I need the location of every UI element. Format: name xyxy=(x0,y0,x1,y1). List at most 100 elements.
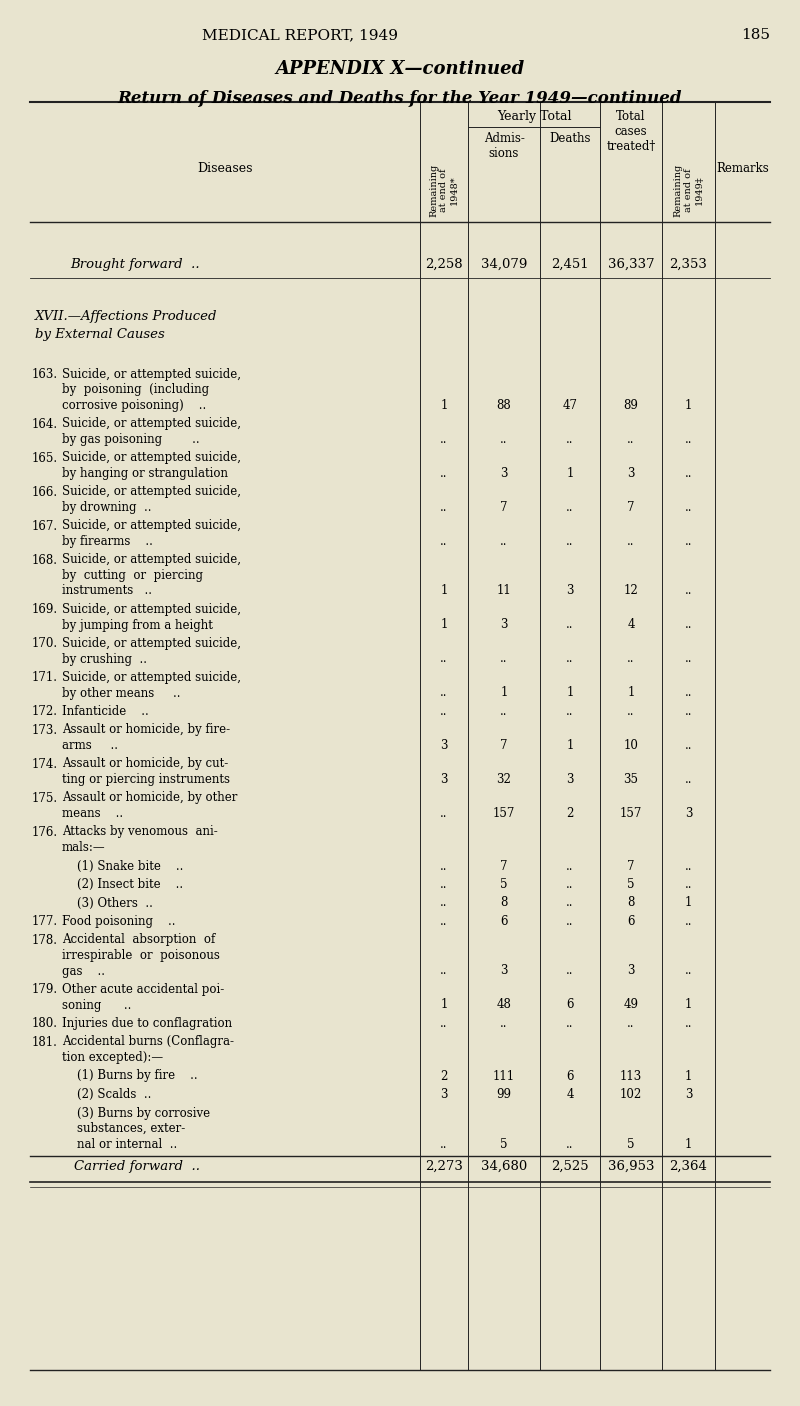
Text: ..: .. xyxy=(500,652,508,665)
Text: 169.: 169. xyxy=(32,603,58,616)
Text: arms     ..: arms .. xyxy=(62,740,118,752)
Text: 1: 1 xyxy=(440,998,448,1011)
Text: Food poisoning    ..: Food poisoning .. xyxy=(62,915,175,928)
Text: ..: .. xyxy=(440,897,448,910)
Text: by gas poisoning        ..: by gas poisoning .. xyxy=(62,433,200,446)
Text: XVII.—Affections Produced: XVII.—Affections Produced xyxy=(35,309,218,323)
Text: ..: .. xyxy=(440,536,448,548)
Text: 32: 32 xyxy=(497,773,511,786)
Text: Attacks by venomous  ani-: Attacks by venomous ani- xyxy=(62,825,218,838)
Text: Infanticide    ..: Infanticide .. xyxy=(62,704,149,718)
Text: Accidental  absorption  of: Accidental absorption of xyxy=(62,934,215,946)
Text: ..: .. xyxy=(685,467,692,479)
Text: Injuries due to conflagration: Injuries due to conflagration xyxy=(62,1017,232,1031)
Text: 1: 1 xyxy=(500,686,508,700)
Text: ..: .. xyxy=(566,877,574,891)
Text: 7: 7 xyxy=(627,501,634,515)
Text: 3: 3 xyxy=(627,467,634,479)
Text: ..: .. xyxy=(440,704,448,718)
Text: 5: 5 xyxy=(500,877,508,891)
Text: ..: .. xyxy=(566,652,574,665)
Text: MEDICAL REPORT, 1949: MEDICAL REPORT, 1949 xyxy=(202,28,398,42)
Text: 1: 1 xyxy=(685,1070,692,1083)
Text: 34,079: 34,079 xyxy=(481,257,527,271)
Text: ..: .. xyxy=(566,501,574,515)
Text: APPENDIX X—continued: APPENDIX X—continued xyxy=(275,60,525,77)
Text: 3: 3 xyxy=(685,1088,692,1101)
Text: 2,353: 2,353 xyxy=(670,257,707,271)
Text: by other means     ..: by other means .. xyxy=(62,686,181,700)
Text: ..: .. xyxy=(685,965,692,977)
Text: ..: .. xyxy=(566,704,574,718)
Text: 8: 8 xyxy=(500,897,508,910)
Text: 5: 5 xyxy=(627,877,634,891)
Text: Accidental burns (Conflagra-: Accidental burns (Conflagra- xyxy=(62,1035,234,1049)
Text: nal or internal  ..: nal or internal .. xyxy=(62,1137,178,1150)
Text: Deaths: Deaths xyxy=(550,132,590,145)
Text: ..: .. xyxy=(440,1017,448,1031)
Text: substances, exter-: substances, exter- xyxy=(62,1122,186,1135)
Text: by firearms    ..: by firearms .. xyxy=(62,536,153,548)
Text: ..: .. xyxy=(440,467,448,479)
Text: 7: 7 xyxy=(627,859,634,873)
Text: ..: .. xyxy=(440,1137,448,1150)
Text: 177.: 177. xyxy=(32,915,58,928)
Text: 1: 1 xyxy=(627,686,634,700)
Text: corrosive poisoning)    ..: corrosive poisoning) .. xyxy=(62,399,206,412)
Text: 175.: 175. xyxy=(32,792,58,804)
Text: soning      ..: soning .. xyxy=(62,998,131,1011)
Text: 176.: 176. xyxy=(32,825,58,838)
Text: Suicide, or attempted suicide,: Suicide, or attempted suicide, xyxy=(62,485,241,499)
Text: ..: .. xyxy=(685,501,692,515)
Text: ..: .. xyxy=(440,652,448,665)
Text: 157: 157 xyxy=(493,807,515,820)
Text: 164.: 164. xyxy=(32,418,58,430)
Text: ..: .. xyxy=(685,652,692,665)
Text: 185: 185 xyxy=(741,28,770,42)
Text: ..: .. xyxy=(685,915,692,928)
Text: tion excepted):—: tion excepted):— xyxy=(62,1052,163,1064)
Text: ..: .. xyxy=(440,859,448,873)
Text: Return of Diseases and Deaths for the Year 1949—continued: Return of Diseases and Deaths for the Ye… xyxy=(118,90,682,107)
Text: ..: .. xyxy=(566,965,574,977)
Text: 157: 157 xyxy=(620,807,642,820)
Text: Total
cases
treated†: Total cases treated† xyxy=(606,110,656,153)
Text: Suicide, or attempted suicide,: Suicide, or attempted suicide, xyxy=(62,603,241,616)
Text: 49: 49 xyxy=(623,998,638,1011)
Text: ..: .. xyxy=(685,686,692,700)
Text: 47: 47 xyxy=(562,399,578,412)
Text: 1: 1 xyxy=(685,897,692,910)
Text: Yearly Total: Yearly Total xyxy=(497,110,571,122)
Text: 34,680: 34,680 xyxy=(481,1160,527,1173)
Text: by crushing  ..: by crushing .. xyxy=(62,652,147,665)
Text: ..: .. xyxy=(685,1017,692,1031)
Text: 3: 3 xyxy=(566,585,574,598)
Text: (1) Snake bite    ..: (1) Snake bite .. xyxy=(62,859,183,873)
Text: ..: .. xyxy=(685,585,692,598)
Text: 1: 1 xyxy=(566,467,574,479)
Text: ..: .. xyxy=(440,807,448,820)
Text: 3: 3 xyxy=(627,965,634,977)
Text: 8: 8 xyxy=(627,897,634,910)
Text: Assault or homicide, by cut-: Assault or homicide, by cut- xyxy=(62,758,228,770)
Text: 48: 48 xyxy=(497,998,511,1011)
Text: Admis-
sions: Admis- sions xyxy=(483,132,525,160)
Text: 1: 1 xyxy=(566,740,574,752)
Text: 113: 113 xyxy=(620,1070,642,1083)
Text: ..: .. xyxy=(685,536,692,548)
Text: 2,525: 2,525 xyxy=(551,1160,589,1173)
Text: 36,953: 36,953 xyxy=(608,1160,654,1173)
Text: 3: 3 xyxy=(500,965,508,977)
Text: Other acute accidental poi-: Other acute accidental poi- xyxy=(62,983,224,995)
Text: (2) Scalds  ..: (2) Scalds .. xyxy=(62,1088,151,1101)
Text: irrespirable  or  poisonous: irrespirable or poisonous xyxy=(62,949,220,962)
Text: 3: 3 xyxy=(500,467,508,479)
Text: Brought forward  ..: Brought forward .. xyxy=(70,257,200,271)
Text: ..: .. xyxy=(627,433,634,446)
Text: 88: 88 xyxy=(497,399,511,412)
Text: 167.: 167. xyxy=(32,519,58,533)
Text: 7: 7 xyxy=(500,740,508,752)
Text: ..: .. xyxy=(566,433,574,446)
Text: 179.: 179. xyxy=(32,983,58,995)
Text: 12: 12 xyxy=(624,585,638,598)
